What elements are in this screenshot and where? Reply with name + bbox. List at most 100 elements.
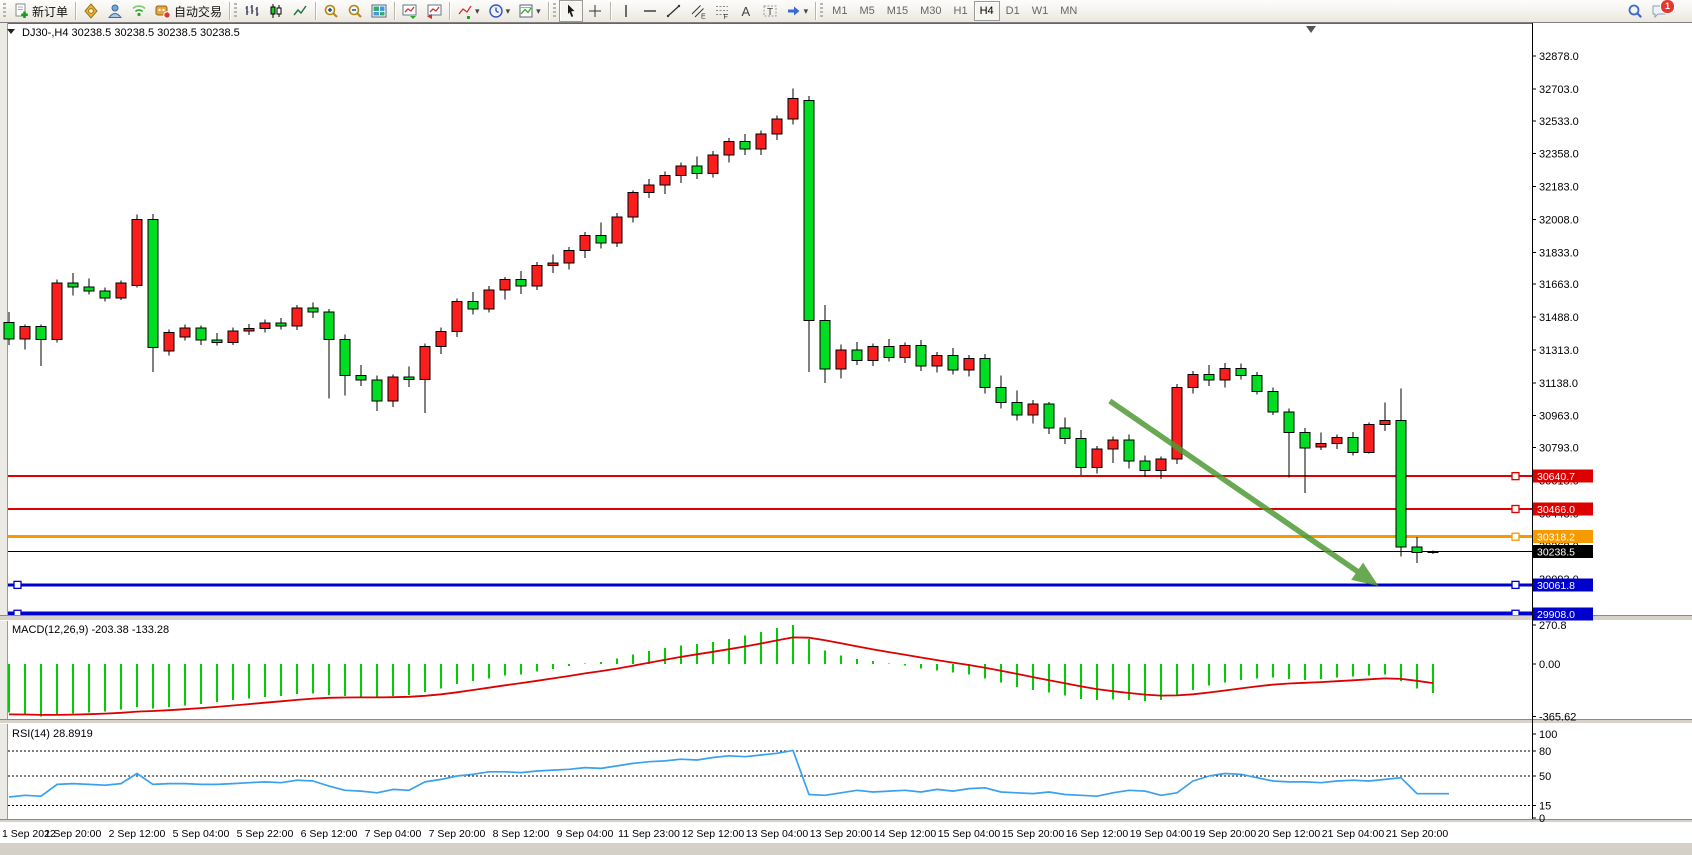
autotrading-button-label: 自动交易 — [174, 4, 223, 19]
crosshair-button[interactable] — [583, 0, 607, 22]
line-anchor[interactable] — [1511, 472, 1520, 481]
toolbar-grip — [3, 3, 6, 19]
new-order-button[interactable]: 新订单 — [9, 0, 72, 22]
drawn-arrow[interactable] — [1108, 398, 1379, 586]
candlestick-series — [3, 88, 1439, 564]
svg-text:32533.0: 32533.0 — [1539, 116, 1579, 128]
vertical-line-button[interactable] — [614, 0, 638, 22]
chart-shift-button[interactable] — [422, 0, 446, 22]
shapes-button[interactable]: ▾ — [782, 0, 813, 22]
new-order-button-label: 新订单 — [32, 4, 69, 19]
svg-text:15 Sep 04:00: 15 Sep 04:00 — [938, 828, 1001, 840]
rsi-line — [8, 749, 1449, 798]
compass-icon — [84, 3, 98, 19]
timeframe-h1-button[interactable]: H1 — [953, 5, 968, 17]
label-icon: T — [763, 5, 777, 18]
zoom-in-button[interactable] — [319, 0, 343, 22]
svg-text:12 Sep 12:00: 12 Sep 12:00 — [682, 828, 745, 840]
chart-shift-marker[interactable] — [1306, 26, 1316, 33]
window-menu-icon[interactable] — [7, 29, 15, 34]
svg-text:13 Sep 04:00: 13 Sep 04:00 — [746, 828, 809, 840]
chevron-down-icon: ▾ — [803, 5, 809, 16]
crosshair-icon — [588, 5, 601, 17]
timeframe-m30-button[interactable]: M30 — [920, 5, 942, 17]
line-anchor[interactable] — [1511, 532, 1520, 541]
svg-text:13 Sep 20:00: 13 Sep 20:00 — [810, 828, 873, 840]
svg-text:20 Sep 12:00: 20 Sep 12:00 — [1258, 828, 1321, 840]
macd-signal-line — [8, 636, 1434, 716]
hline-label — [1533, 607, 1593, 621]
search-button[interactable] — [1623, 0, 1647, 22]
analyst-icon — [108, 4, 123, 18]
svg-text:31488.0: 31488.0 — [1539, 312, 1579, 324]
macd-axis: 270.8 0.00 -365.62 — [1532, 620, 1576, 723]
analyst-button[interactable] — [103, 0, 127, 22]
text-button[interactable]: A — [734, 0, 758, 22]
notification-badge: 1 — [1660, 0, 1675, 14]
zoom-out-button[interactable] — [343, 0, 367, 22]
svg-text:19 Sep 20:00: 19 Sep 20:00 — [1194, 828, 1257, 840]
svg-text:100: 100 — [1539, 729, 1557, 741]
chart-container[interactable]: 32878.0 32703.0 32533.0 32358.0 32183.0 32008… — [0, 23, 1692, 850]
hline-label — [1533, 578, 1593, 592]
chart-canvas[interactable]: 32878.0 32703.0 32533.0 32358.0 32183.0 32008… — [0, 23, 1692, 850]
cursor-button[interactable] — [558, 0, 583, 22]
svg-text:32703.0: 32703.0 — [1539, 84, 1579, 96]
svg-text:-365.62: -365.62 — [1539, 711, 1576, 723]
svg-text:30963.0: 30963.0 — [1539, 411, 1579, 423]
timeframe-h4-button[interactable]: H4 — [973, 1, 1000, 21]
trend-line-button[interactable] — [662, 0, 686, 22]
toolbar-grip — [820, 3, 824, 19]
svg-text:7 Sep 04:00: 7 Sep 04:00 — [365, 828, 422, 840]
macd-histogram — [7, 625, 1435, 717]
indicators-button[interactable]: ▾ — [453, 0, 484, 22]
horizontal-line-button[interactable] — [638, 0, 662, 22]
fibonacci-icon: F — [715, 6, 728, 19]
svg-text:50: 50 — [1539, 771, 1551, 783]
timeframe-m1-button[interactable]: M1 — [832, 5, 848, 17]
chart-shift-icon — [427, 4, 442, 19]
timeframe-mn-button[interactable]: MN — [1060, 5, 1078, 17]
fibonacci-button[interactable]: F — [710, 0, 734, 22]
chevron-down-icon: ▾ — [475, 5, 480, 16]
svg-text:7 Sep 20:00: 7 Sep 20:00 — [429, 828, 486, 840]
timeframe-d1-button[interactable]: D1 — [1005, 5, 1020, 17]
svg-text:30318.2: 30318.2 — [1537, 532, 1575, 544]
templates-button[interactable]: ▾ — [514, 0, 545, 22]
autotrading-button[interactable]: 自动交易 — [151, 0, 226, 22]
line-anchor[interactable] — [1511, 504, 1520, 514]
tile-windows-button[interactable] — [367, 0, 391, 22]
auto-scroll-icon — [402, 4, 417, 19]
toolbar-separator — [394, 2, 396, 20]
svg-text:9 Sep 04:00: 9 Sep 04:00 — [557, 828, 614, 840]
line-chart-button[interactable] — [288, 0, 312, 22]
timeframe-m5-button[interactable]: M5 — [859, 5, 875, 17]
svg-text:30238.5: 30238.5 — [1537, 547, 1575, 559]
candlestick-button[interactable] — [264, 0, 288, 22]
trend-line-icon — [666, 4, 680, 18]
chevron-down-icon: ▾ — [536, 5, 541, 16]
channel-button[interactable]: E — [686, 0, 710, 22]
line-anchor[interactable] — [1511, 580, 1520, 590]
line-anchor[interactable] — [13, 580, 22, 590]
hline-label — [1533, 469, 1593, 483]
notifications-button[interactable]: 1 — [1647, 0, 1686, 22]
timeframe-w1-button[interactable]: W1 — [1031, 5, 1049, 17]
horizontal-lines — [8, 472, 1532, 618]
timeframe-m15-button[interactable]: M15 — [886, 5, 909, 17]
search-icon — [1628, 4, 1642, 18]
svg-text:31138.0: 31138.0 — [1539, 378, 1578, 390]
label-button[interactable]: T — [758, 0, 782, 22]
svg-text:32183.0: 32183.0 — [1539, 182, 1579, 194]
svg-text:16 Sep 12:00: 16 Sep 12:00 — [1066, 828, 1129, 840]
signal-button[interactable] — [127, 0, 151, 22]
rsi-label: RSI(14) 28.8919 — [12, 728, 93, 740]
compass-button[interactable] — [79, 0, 103, 22]
periods-button[interactable]: ▾ — [484, 0, 515, 22]
svg-text:1 Sep 2022: 1 Sep 2022 — [2, 828, 56, 840]
svg-text:0: 0 — [1539, 813, 1545, 825]
bar-chart-button[interactable] — [240, 0, 264, 22]
auto-scroll-button[interactable] — [398, 0, 422, 22]
